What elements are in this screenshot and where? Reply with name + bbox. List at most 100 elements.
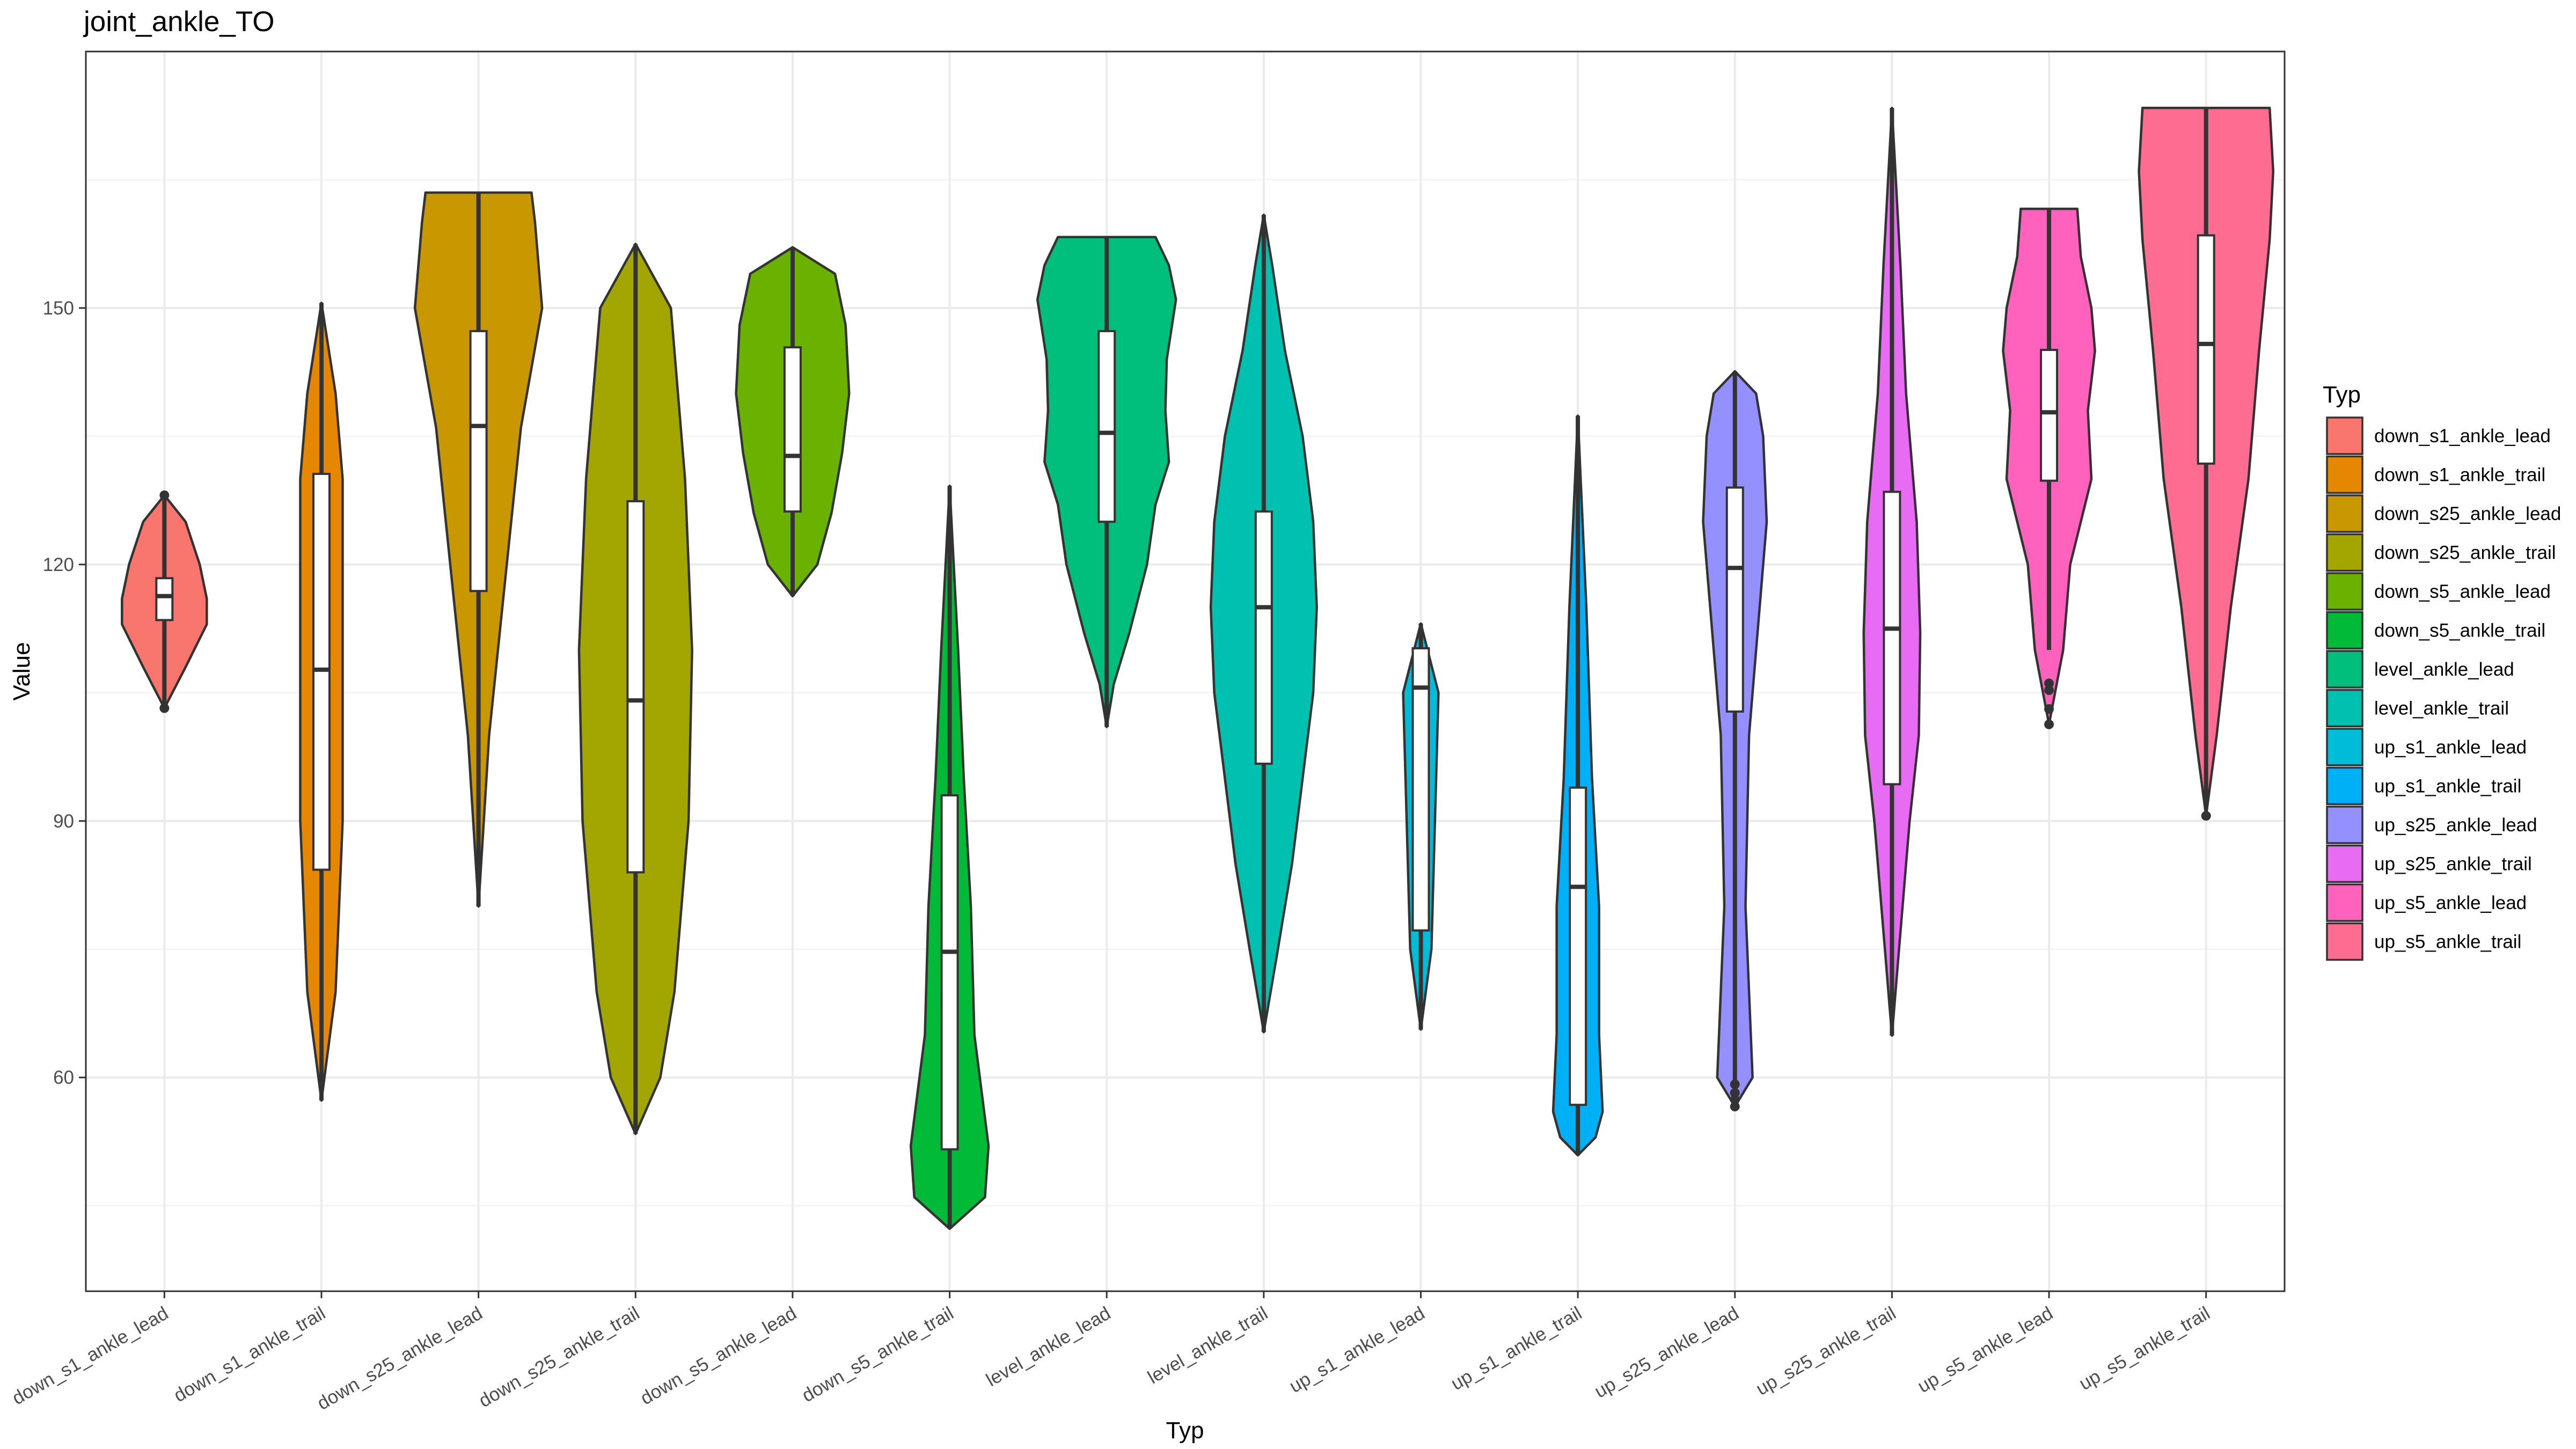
x-tick-label: level_ankle_trail bbox=[1144, 1302, 1271, 1388]
legend-item: up_s1_ankle_lead bbox=[2326, 728, 2527, 766]
legend-item: down_s25_ankle_trail bbox=[2326, 533, 2556, 572]
x-tick-label: up_s5_ankle_trail bbox=[2076, 1302, 2214, 1394]
legend-key bbox=[2326, 883, 2363, 922]
box bbox=[940, 794, 959, 1151]
x-tick-label: down_s5_ankle_lead bbox=[637, 1302, 800, 1409]
legend-item: up_s25_ankle_trail bbox=[2326, 844, 2532, 883]
y-tick-label: 60 bbox=[53, 1067, 74, 1088]
x-tick-label: down_s1_ankle_lead bbox=[9, 1302, 172, 1409]
chart-title: joint_ankle_TO bbox=[83, 6, 275, 38]
box bbox=[469, 330, 488, 592]
legend-key bbox=[2326, 650, 2363, 689]
legend-key bbox=[2326, 766, 2363, 806]
violin-down_s1_ankle_trail bbox=[299, 302, 344, 1102]
legend-item: up_s25_ankle_lead bbox=[2326, 806, 2537, 844]
legend-label: level_ankle_lead bbox=[2374, 659, 2514, 680]
x-tick-label: down_s25_ankle_trail bbox=[475, 1302, 643, 1411]
legend-item: down_s1_ankle_trail bbox=[2326, 455, 2545, 494]
legend-label: up_s25_ankle_lead bbox=[2374, 815, 2537, 836]
violin-up_s5_ankle_trail bbox=[2138, 106, 2275, 821]
panel-border bbox=[85, 50, 2286, 1292]
legend-label: up_s1_ankle_lead bbox=[2374, 737, 2527, 758]
box bbox=[1725, 486, 1744, 713]
legend-label: up_s5_ankle_lead bbox=[2374, 892, 2527, 913]
outlier-point bbox=[1730, 1101, 1740, 1111]
violin-down_s25_ankle_trail bbox=[577, 243, 693, 1136]
box bbox=[155, 577, 174, 621]
outlier-point bbox=[2201, 811, 2211, 821]
legend-key bbox=[2326, 922, 2363, 961]
legend-label: down_s5_ankle_trail bbox=[2374, 620, 2545, 641]
legend-label: down_s1_ankle_trail bbox=[2374, 465, 2545, 486]
y-tick-label: 90 bbox=[53, 811, 74, 832]
x-tick-label: up_s1_ankle_trail bbox=[1447, 1302, 1585, 1394]
outlier-point bbox=[1730, 1088, 1740, 1098]
legend-key bbox=[2326, 806, 2363, 844]
box bbox=[626, 500, 645, 874]
outlier-point bbox=[2044, 685, 2054, 696]
outlier-point bbox=[1730, 1079, 1740, 1089]
box bbox=[1411, 647, 1430, 932]
outlier-point bbox=[2044, 678, 2054, 689]
violins bbox=[121, 106, 2275, 1230]
legend-label: down_s25_ankle_lead bbox=[2374, 503, 2561, 524]
legend-item: up_s5_ankle_lead bbox=[2326, 883, 2527, 922]
legend-key bbox=[2326, 611, 2363, 650]
violin-level_ankle_trail bbox=[1209, 214, 1318, 1034]
y-tick-label: 120 bbox=[43, 554, 74, 575]
legend-label: level_ankle_trail bbox=[2374, 698, 2509, 719]
legend-key bbox=[2326, 533, 2363, 572]
violin-level_ankle_lead bbox=[1036, 236, 1177, 728]
x-tick-label: up_s1_ankle_lead bbox=[1286, 1302, 1429, 1397]
box bbox=[1883, 491, 1901, 786]
box bbox=[2197, 234, 2215, 465]
y-axis-title: Value bbox=[9, 642, 35, 700]
legend-label: up_s5_ankle_trail bbox=[2374, 932, 2521, 953]
box bbox=[1097, 330, 1116, 523]
x-tick-label: down_s25_ankle_lead bbox=[313, 1302, 486, 1414]
gridlines bbox=[86, 52, 2285, 1291]
legend-title: Typ bbox=[2323, 382, 2361, 408]
outlier-point bbox=[1730, 1095, 1740, 1105]
legend-item: down_s1_ankle_lead bbox=[2326, 416, 2551, 455]
legend-label: down_s25_ankle_trail bbox=[2374, 543, 2556, 564]
outlier-point bbox=[159, 703, 170, 713]
x-axis-title: Typ bbox=[1166, 1417, 1204, 1444]
legend-key bbox=[2326, 844, 2363, 883]
box bbox=[1254, 510, 1273, 765]
legend-label: up_s25_ankle_trail bbox=[2374, 854, 2532, 875]
violin-down_s1_ankle_lead bbox=[121, 490, 208, 713]
x-tick-label: level_ankle_lead bbox=[983, 1302, 1114, 1391]
legend-item: down_s5_ankle_lead bbox=[2326, 572, 2551, 611]
legend-key bbox=[2326, 416, 2363, 455]
legend-key bbox=[2326, 494, 2363, 533]
y-tick-label: 150 bbox=[43, 298, 74, 319]
legend-key bbox=[2326, 455, 2363, 494]
legend-label: up_s1_ankle_trail bbox=[2374, 776, 2521, 797]
violin-up_s1_ankle_lead bbox=[1402, 622, 1440, 1031]
violin-down_s25_ankle_lead bbox=[413, 191, 544, 908]
violin-up_s5_ankle_lead bbox=[2002, 207, 2096, 729]
legend-item: down_s25_ankle_lead bbox=[2326, 494, 2561, 533]
violin-up_s25_ankle_lead bbox=[1702, 370, 1768, 1111]
box bbox=[783, 346, 802, 513]
legend: Typ down_s1_ankle_lead down_s1_ankle_trai… bbox=[2323, 382, 2561, 961]
violin-down_s5_ankle_trail bbox=[909, 485, 990, 1230]
legend-key bbox=[2326, 728, 2363, 766]
box bbox=[2040, 348, 2059, 482]
legend-item: down_s5_ankle_trail bbox=[2326, 611, 2545, 650]
legend-key bbox=[2326, 689, 2363, 728]
violin-down_s5_ankle_lead bbox=[735, 246, 851, 598]
x-tick-label: down_s1_ankle_trail bbox=[170, 1302, 329, 1406]
x-tick-label: up_s5_ankle_lead bbox=[1914, 1302, 2057, 1397]
x-tick-label: down_s5_ankle_trail bbox=[799, 1302, 957, 1406]
outlier-point bbox=[2044, 719, 2054, 729]
legend-label: down_s5_ankle_lead bbox=[2374, 581, 2551, 602]
x-tick-label: up_s25_ankle_trail bbox=[1752, 1302, 1899, 1400]
legend-item: up_s1_ankle_trail bbox=[2326, 766, 2521, 806]
outlier-point bbox=[159, 490, 170, 500]
legend-label: down_s1_ankle_lead bbox=[2374, 426, 2551, 447]
legend-item: level_ankle_lead bbox=[2326, 650, 2514, 689]
x-tick-label: up_s25_ankle_lead bbox=[1591, 1302, 1742, 1402]
